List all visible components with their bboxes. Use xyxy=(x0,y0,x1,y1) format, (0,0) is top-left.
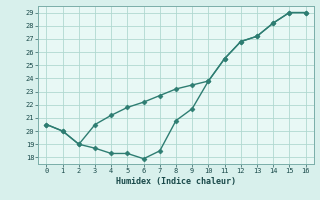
X-axis label: Humidex (Indice chaleur): Humidex (Indice chaleur) xyxy=(116,177,236,186)
